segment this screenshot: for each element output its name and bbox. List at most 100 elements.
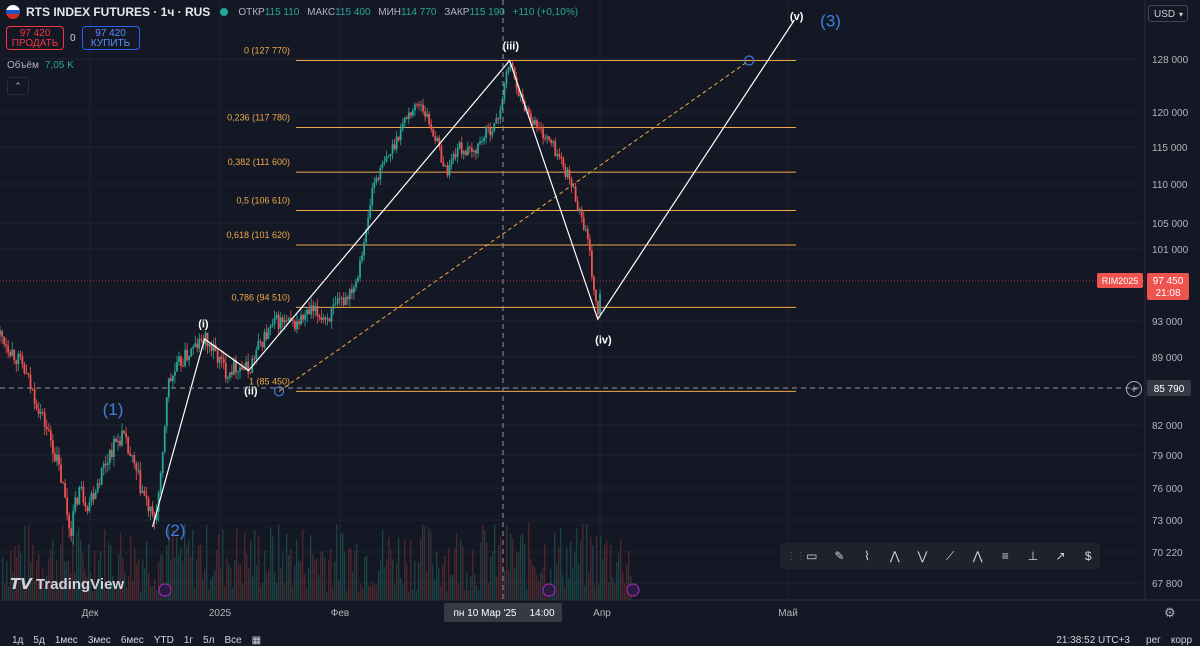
- abc-icon[interactable]: ⋀: [972, 549, 983, 563]
- candle-body: [509, 63, 512, 68]
- candle-body: [129, 453, 132, 456]
- candle-body: [283, 320, 286, 323]
- ruler-icon[interactable]: ⊥: [1027, 549, 1039, 563]
- volume-bar: [400, 577, 402, 600]
- wave-label-minor: (i): [198, 318, 209, 330]
- add-alert-plus-icon[interactable]: +: [1126, 381, 1142, 397]
- volume-bar: [396, 562, 398, 600]
- clock[interactable]: 21:38:52 UTC+3: [1056, 635, 1130, 646]
- candle-body: [194, 343, 197, 347]
- volume-bar: [472, 549, 474, 600]
- sell-button[interactable]: 97 420 ПРОДАТЬ: [6, 26, 64, 50]
- rectangle-icon[interactable]: ▭: [806, 549, 818, 563]
- drag-grip-icon[interactable]: ⋮⋮: [786, 550, 806, 562]
- buy-button[interactable]: 97 420 КУПИТЬ: [81, 26, 140, 50]
- candle-body: [25, 372, 28, 374]
- volume-bar: [46, 575, 48, 600]
- candle-body: [37, 408, 40, 414]
- candle-body: [64, 483, 66, 498]
- candle-body: [428, 113, 431, 125]
- candle-body: [216, 350, 219, 363]
- settings-gear-icon[interactable]: ⚙: [1164, 605, 1176, 620]
- candle-body: [320, 317, 323, 321]
- currency-select[interactable]: USD ▾: [1148, 5, 1188, 22]
- volume-bar: [204, 569, 206, 600]
- arrow-icon[interactable]: ↗: [1055, 549, 1066, 563]
- candle-body: [289, 318, 292, 321]
- volume-bar: [180, 547, 182, 600]
- volume-bar: [592, 545, 594, 600]
- candle-body: [147, 498, 150, 512]
- volume-bar: [624, 583, 626, 600]
- range-3m[interactable]: 3мес: [87, 635, 111, 646]
- brush-icon[interactable]: ✎: [834, 549, 845, 563]
- volume-bar: [606, 540, 608, 600]
- fib-icon[interactable]: ≡: [1001, 549, 1009, 563]
- candle-body: [578, 209, 581, 212]
- adjust-option[interactable]: корр: [1170, 635, 1192, 646]
- price-axis-tick: 101 000: [1152, 245, 1189, 256]
- volume-bar: [614, 583, 616, 600]
- volume-bar: [52, 538, 54, 600]
- candle-body: [513, 67, 516, 78]
- volume-bar: [394, 584, 396, 600]
- volume-bar: [278, 524, 280, 600]
- volume-bar: [382, 529, 384, 600]
- drawing-toolbar: ⋮⋮ ▭ ✎ ⌇ ⋀ ⋁ ⟋ ⋀ ≡ ⊥ ↗ $: [780, 543, 1100, 569]
- path-icon[interactable]: ⌇: [864, 549, 871, 563]
- volume-bar: [182, 561, 184, 600]
- range-ytd[interactable]: YTD: [153, 635, 174, 646]
- time-axis-tick: Май: [778, 608, 798, 619]
- volume-bar: [506, 525, 508, 600]
- candle-body: [212, 344, 215, 352]
- volume-bar: [214, 570, 216, 600]
- volume-bar: [364, 557, 366, 600]
- volume-bar: [330, 548, 332, 600]
- candle-body: [117, 440, 119, 443]
- range-1m[interactable]: 1мес: [54, 635, 78, 646]
- volume-bar: [80, 539, 82, 600]
- pattern-icon[interactable]: ⋀: [889, 549, 900, 563]
- pitchfork-icon[interactable]: ⟋: [945, 549, 955, 563]
- volume-bar: [490, 556, 492, 600]
- volume-bar: [374, 584, 376, 600]
- volume-bar: [84, 569, 86, 600]
- candle-body: [58, 454, 60, 465]
- range-6m[interactable]: 6мес: [120, 635, 144, 646]
- volume-bar: [438, 567, 440, 600]
- candle-body: [479, 141, 481, 144]
- volume-bar: [4, 583, 6, 600]
- candle-body: [131, 455, 134, 457]
- price-label-icon[interactable]: $: [1084, 549, 1092, 563]
- range-1d[interactable]: 1д: [12, 635, 24, 646]
- volume-bar: [534, 566, 536, 600]
- candle-body: [466, 147, 469, 156]
- candle-body: [19, 353, 22, 357]
- sell-price: 97 420: [19, 28, 51, 39]
- range-1y[interactable]: 1г: [183, 635, 194, 646]
- volume-bar: [476, 585, 478, 600]
- volume-bar: [294, 565, 296, 600]
- range-5y[interactable]: 5л: [203, 635, 215, 646]
- candle-body: [424, 111, 427, 117]
- volume-bar: [268, 569, 270, 600]
- regular-session-option[interactable]: рег: [1146, 635, 1161, 646]
- volume-bar: [494, 524, 496, 600]
- calendar-icon[interactable]: ▦: [251, 635, 262, 646]
- volume-bar: [626, 564, 628, 600]
- candle-body: [182, 365, 184, 367]
- abcd-icon[interactable]: ⋁: [917, 549, 928, 563]
- volume-bar: [270, 527, 272, 600]
- candle-body: [192, 346, 195, 349]
- range-all[interactable]: Все: [224, 635, 242, 646]
- symbol-title[interactable]: RTS INDEX FUTURES · 1ч · RUS: [26, 5, 211, 19]
- volume-bar: [184, 523, 186, 600]
- volume-bar: [322, 550, 324, 600]
- volume-bar: [340, 533, 342, 600]
- collapse-indicators-button[interactable]: ⌃: [7, 77, 29, 95]
- volume-bar: [206, 524, 208, 600]
- volume-bar: [90, 573, 92, 600]
- range-5d[interactable]: 5д: [33, 635, 45, 646]
- volume-bar: [78, 527, 80, 600]
